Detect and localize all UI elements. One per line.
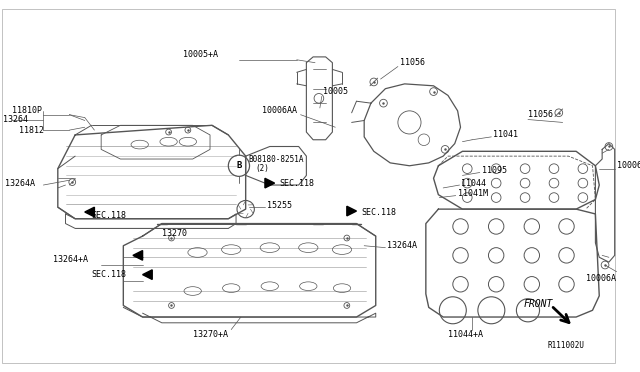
Text: R111002U: R111002U xyxy=(547,341,584,350)
Text: 10005: 10005 xyxy=(323,87,348,96)
Text: 11041M: 11041M xyxy=(458,189,488,198)
Text: SEC.118: SEC.118 xyxy=(280,179,314,187)
Text: FRONT: FRONT xyxy=(523,299,552,308)
Text: (2): (2) xyxy=(255,164,269,173)
Text: 11056: 11056 xyxy=(400,58,425,67)
Text: SEC.118: SEC.118 xyxy=(92,270,127,279)
Polygon shape xyxy=(265,178,275,188)
Text: 11812: 11812 xyxy=(19,126,44,135)
Text: 11810P: 11810P xyxy=(12,106,42,115)
Text: 11044+A: 11044+A xyxy=(448,330,483,339)
Text: 10006: 10006 xyxy=(616,161,640,170)
Polygon shape xyxy=(143,270,152,279)
Text: 13264A: 13264A xyxy=(5,179,35,187)
Text: 13264: 13264 xyxy=(3,115,28,124)
Text: 10005+A: 10005+A xyxy=(183,51,218,60)
Text: 11041: 11041 xyxy=(493,131,518,140)
Text: SEC.118: SEC.118 xyxy=(362,208,396,217)
Polygon shape xyxy=(84,207,95,217)
Text: B: B xyxy=(236,161,242,170)
Text: 13270+A: 13270+A xyxy=(193,330,228,339)
Text: 10006AA: 10006AA xyxy=(262,106,297,115)
Text: 13270: 13270 xyxy=(162,229,187,238)
Polygon shape xyxy=(347,206,356,216)
Text: 10006A: 10006A xyxy=(586,274,616,283)
Text: SEC.118: SEC.118 xyxy=(92,211,127,220)
Text: 11056: 11056 xyxy=(528,110,553,119)
Text: B08180-8251A: B08180-8251A xyxy=(248,154,304,164)
Text: 11044: 11044 xyxy=(461,179,486,187)
Text: 13264+A: 13264+A xyxy=(53,255,88,264)
Text: 13264A: 13264A xyxy=(387,241,417,250)
Polygon shape xyxy=(133,251,143,260)
Text: 11095: 11095 xyxy=(482,166,507,175)
Text: 15255: 15255 xyxy=(267,201,292,210)
